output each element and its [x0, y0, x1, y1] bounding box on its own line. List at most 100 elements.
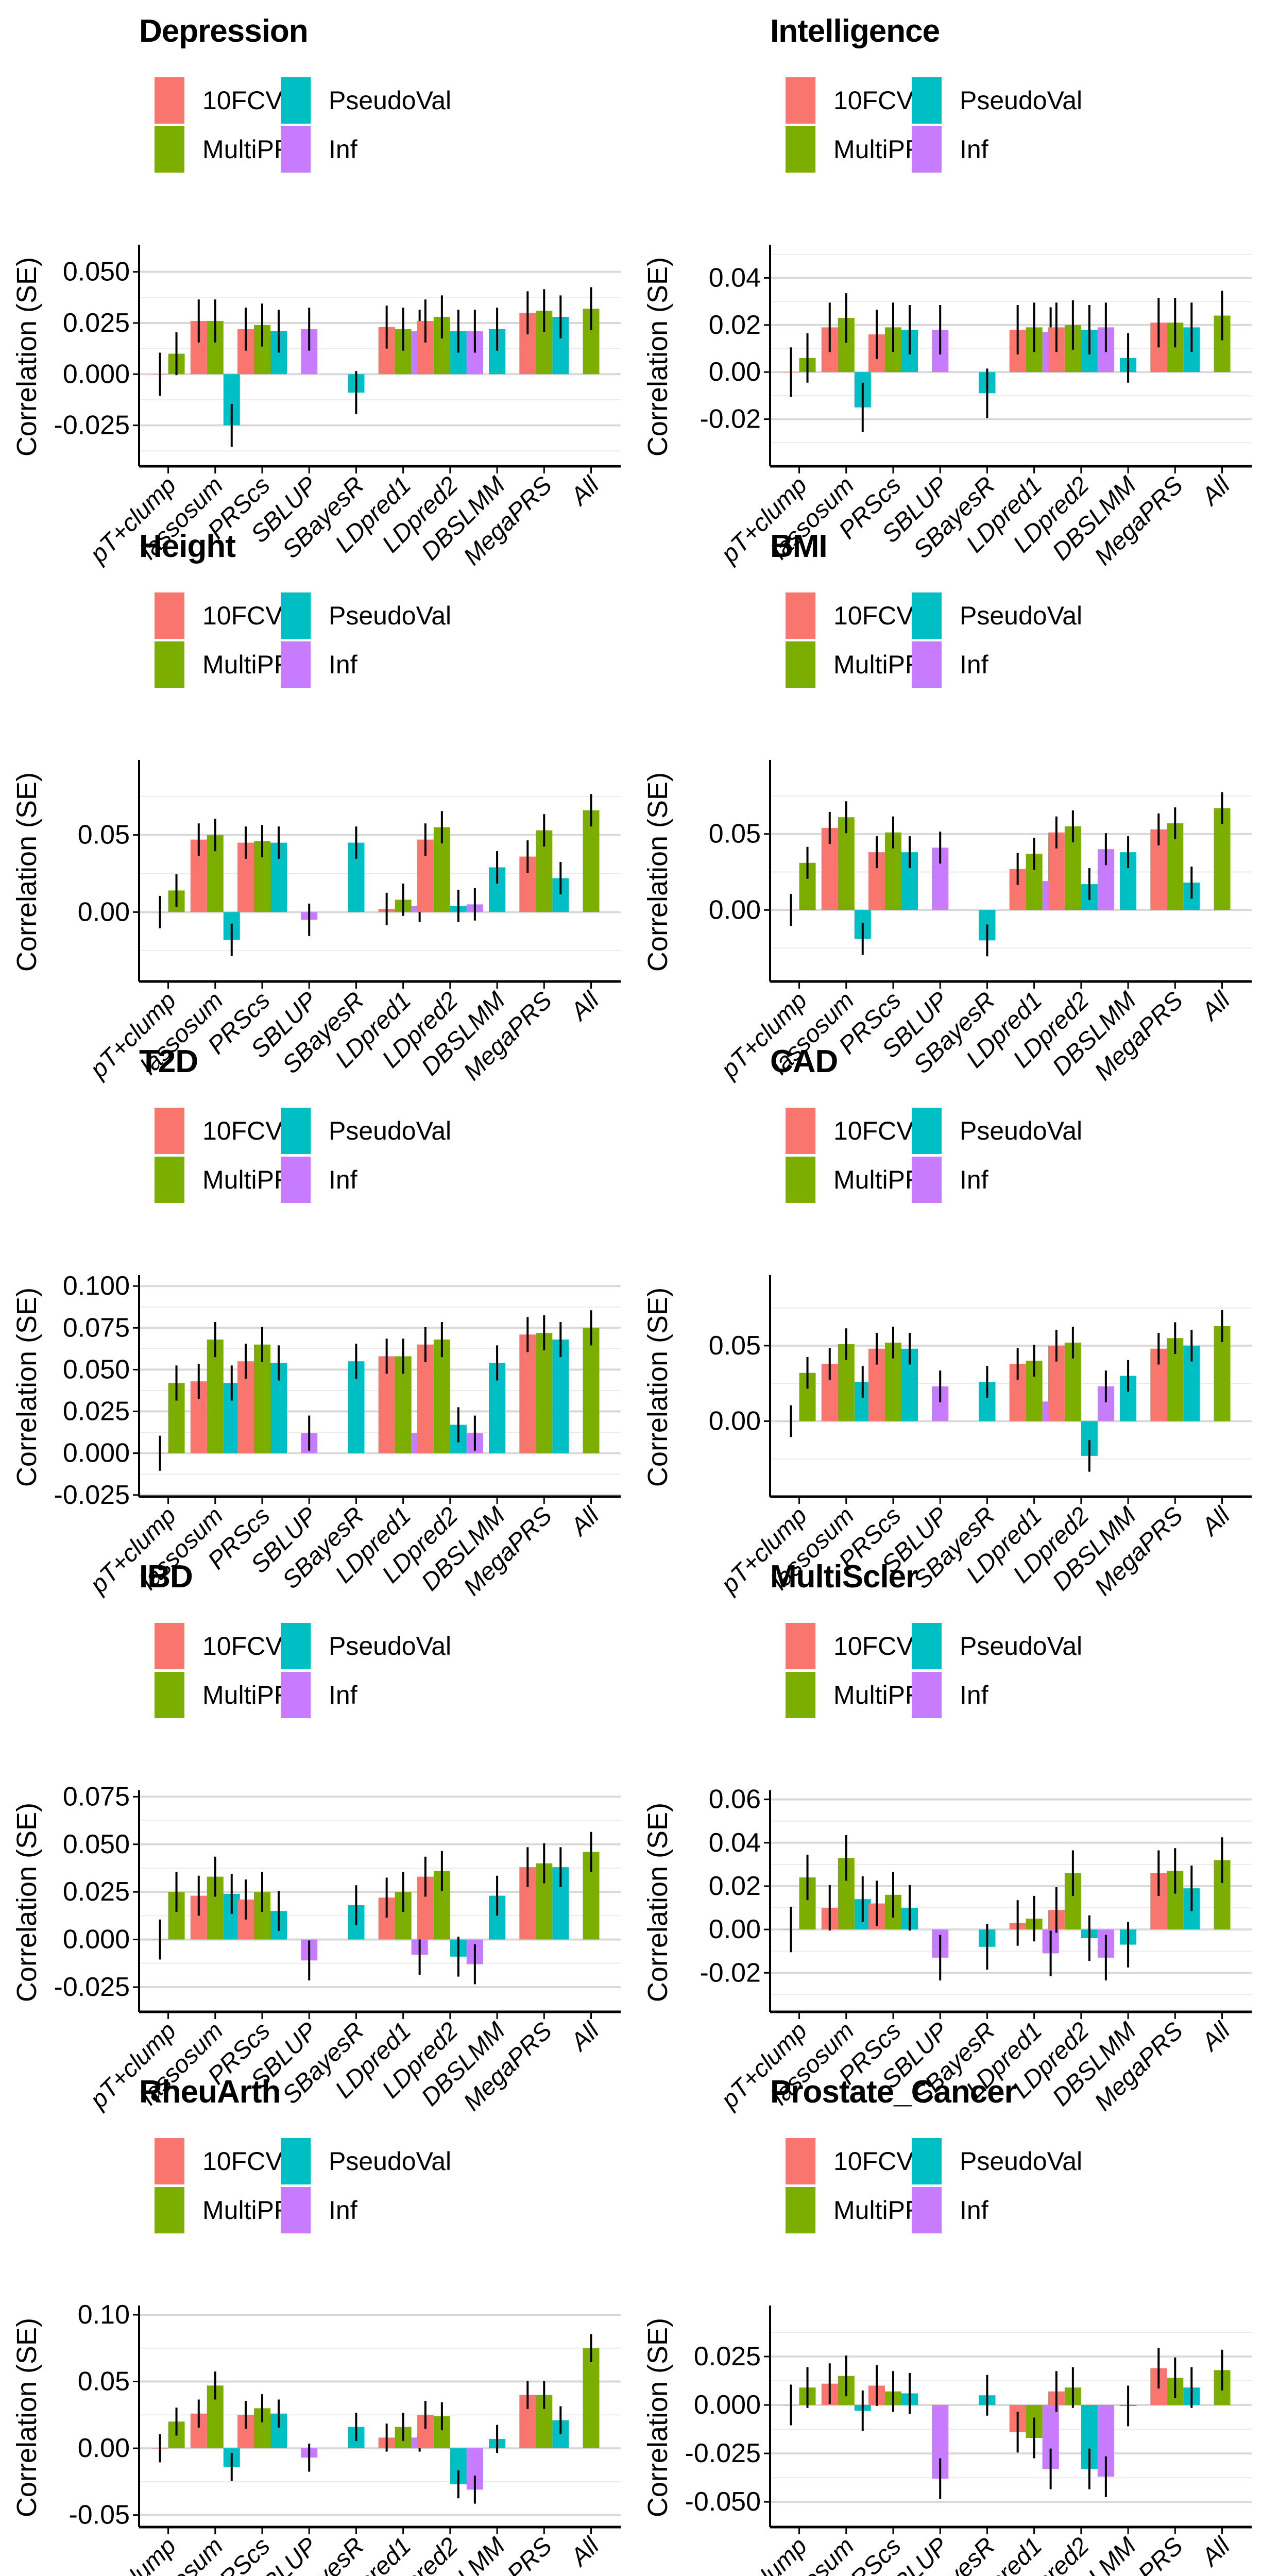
legend-swatch	[155, 641, 184, 688]
y-tick-label: 0.050	[63, 1354, 130, 1384]
legend-swatch	[912, 1623, 942, 1669]
y-tick-label: 0.00	[78, 2433, 130, 2463]
y-tick-label: 0.100	[63, 1271, 130, 1301]
chart-panel-cad: CAD 10FCVal PseudoVal MultiPRS Inf 0.00 0.05 Co…	[631, 1041, 1262, 1601]
chart-panel-height: Height 10FCVal PseudoVal MultiPRS Inf 0.00 0.0…	[0, 526, 631, 1086]
chart-title: IBD	[139, 1559, 193, 1595]
y-tick-label: 0.075	[63, 1782, 130, 1811]
plot-area: -0.025 0.000 0.025 0.050 0.075 0.100 Correlati…	[11, 1271, 621, 1601]
legend: 10FCVal PseudoVal MultiPRS Inf	[786, 2138, 1146, 2241]
x-tick-label: All	[1196, 986, 1236, 1026]
legend-label: Inf	[329, 650, 357, 679]
legend-swatch	[786, 1157, 815, 1203]
y-tick-label: 0.00	[709, 357, 761, 387]
legend: 10FCVal PseudoVal MultiPRS Inf	[786, 1623, 1146, 1726]
chart-panel-rheuarth: RheuArth 10FCVal PseudoVal MultiPRS Inf -0.05…	[0, 2071, 631, 2576]
legend-item-pseudoval: PseudoVal	[912, 592, 1082, 639]
legend-swatch	[281, 77, 311, 124]
y-tick-label: 0.025	[694, 2342, 761, 2371]
legend-swatch	[155, 77, 184, 124]
y-tick-label: 0.00	[709, 1914, 761, 1944]
y-tick-label: -0.025	[54, 1480, 130, 1510]
legend-swatch	[155, 1623, 184, 1669]
bar-multiprs-lassosum	[207, 1340, 224, 1453]
chart-panel-multiscler: MultiScler 10FCVal PseudoVal MultiPRS Inf -0.…	[631, 1556, 1262, 2116]
x-tick-label: All	[565, 471, 605, 511]
y-tick-label: 0.025	[63, 1877, 130, 1907]
legend-swatch	[912, 1672, 942, 1718]
legend-swatch	[155, 2187, 184, 2233]
legend-swatch	[786, 592, 815, 639]
y-tick-label: -0.025	[685, 2438, 761, 2468]
legend-swatch	[281, 1157, 311, 1203]
legend-swatch	[912, 2187, 942, 2233]
legend: 10FCVal PseudoVal MultiPRS Inf	[786, 1108, 1146, 1211]
chart-panel-depression: Depression 10FCVal PseudoVal MultiPRS Inf -0.…	[0, 10, 631, 570]
y-tick-label: -0.02	[700, 404, 761, 434]
chart-title: Prostate_Cancer	[770, 2074, 1017, 2110]
legend-swatch	[912, 641, 942, 688]
x-tick-label: All	[565, 2532, 605, 2572]
y-axis-label: Correlation (SE)	[11, 257, 42, 456]
y-tick-label: 0.075	[63, 1313, 130, 1343]
y-tick-label: -0.050	[685, 2487, 761, 2517]
legend-label: PseudoVal	[329, 601, 452, 630]
chart-panel-bmi: BMI 10FCVal PseudoVal MultiPRS Inf 0.00 0.05 Co…	[631, 526, 1262, 1086]
y-tick-label: -0.025	[54, 1972, 130, 2002]
legend-item-pseudoval: PseudoVal	[281, 2138, 451, 2184]
legend: 10FCVal PseudoVal MultiPRS Inf	[155, 1108, 515, 1211]
y-tick-label: 0.025	[63, 1397, 130, 1427]
x-tick-label: pT+clump	[715, 2532, 812, 2576]
y-axis-label: Correlation (SE)	[642, 1287, 673, 1487]
chart-panel-t2d: T2D 10FCVal PseudoVal MultiPRS Inf -0.025 0.00…	[0, 1041, 631, 1601]
y-axis-label: Correlation (SE)	[642, 257, 673, 456]
bar-10fcval-ldpred2	[417, 1344, 434, 1453]
y-tick-label: -0.025	[54, 411, 130, 440]
bar-pseudoval-megaprs	[552, 1340, 569, 1453]
legend-swatch	[786, 1672, 815, 1718]
x-tick-label: All	[565, 1501, 605, 1541]
legend-label: PseudoVal	[329, 1116, 452, 1145]
x-tick-label: All	[565, 2016, 605, 2057]
y-axis-label: Correlation (SE)	[11, 2318, 42, 2517]
chart-title: CAD	[770, 1044, 838, 1079]
y-tick-label: 0.000	[63, 1438, 130, 1468]
legend-item-pseudoval: PseudoVal	[281, 77, 451, 124]
chart-panel-intelligence: Intelligence 10FCVal PseudoVal MultiPRS Inf -…	[631, 10, 1262, 570]
legend-swatch	[912, 77, 942, 124]
bar-multiprs-ldpred2	[433, 1340, 450, 1453]
y-tick-label: 0.025	[63, 308, 130, 338]
y-tick-label: 0.00	[709, 1406, 761, 1436]
legend-item-inf: Inf	[912, 641, 988, 688]
bar-10fcval-megaprs	[519, 1334, 536, 1453]
legend-label: PseudoVal	[329, 2147, 452, 2176]
legend-swatch	[912, 1108, 942, 1154]
y-axis-label: Correlation (SE)	[11, 772, 42, 972]
y-tick-label: 0.04	[709, 263, 761, 293]
legend-swatch	[281, 592, 311, 639]
chart-title: Height	[139, 529, 236, 564]
x-tick-label: pT+clump	[84, 2532, 181, 2576]
legend-item-pseudoval: PseudoVal	[912, 2138, 1082, 2184]
chart-title: T2D	[139, 1044, 198, 1079]
legend-swatch	[281, 1108, 311, 1154]
y-axis-label: Correlation (SE)	[11, 1287, 42, 1487]
legend-label: PseudoVal	[960, 1632, 1083, 1660]
legend-label: Inf	[960, 650, 988, 679]
legend-label: Inf	[960, 135, 988, 164]
y-axis-label: Correlation (SE)	[642, 2318, 673, 2517]
legend: 10FCVal PseudoVal MultiPRS Inf	[786, 592, 1146, 696]
legend-swatch	[786, 2187, 815, 2233]
legend-label: Inf	[329, 2196, 357, 2225]
chart-title: RheuArth	[139, 2074, 281, 2110]
y-axis-label: Correlation (SE)	[642, 772, 673, 972]
legend-swatch	[912, 2138, 942, 2184]
bar-multiprs-all	[583, 1328, 600, 1453]
chart-title: BMI	[770, 529, 828, 564]
chart-title: MultiScler	[770, 1559, 918, 1595]
x-tick-label: All	[1196, 1501, 1236, 1541]
